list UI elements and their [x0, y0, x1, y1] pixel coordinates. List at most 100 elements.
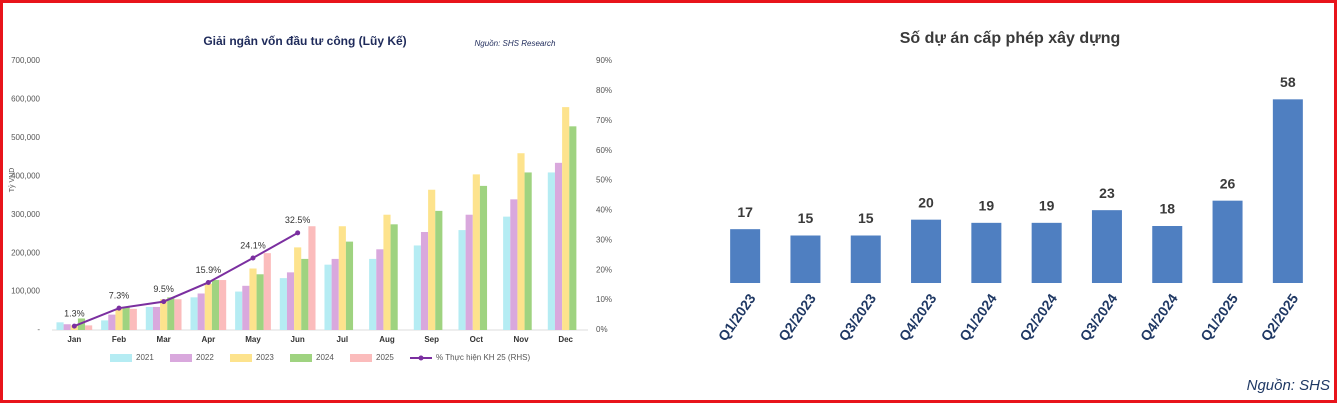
legend-label: 2025	[376, 353, 394, 362]
line-marker	[295, 230, 301, 236]
x-tick-label: Jan	[67, 335, 81, 344]
legend-swatch	[350, 354, 372, 362]
bar	[850, 235, 881, 283]
y-tick-label: 300,000	[11, 210, 40, 219]
chart-title: Giải ngân vốn đầu tư công (Lũy Kế)	[203, 34, 406, 48]
bar	[458, 230, 466, 330]
y-tick-label: 700,000	[11, 56, 40, 65]
bar	[479, 185, 488, 330]
x-tick-label: Feb	[112, 335, 126, 344]
x-tick-label: Apr	[201, 335, 215, 344]
bar	[428, 189, 436, 330]
bar	[1152, 226, 1183, 283]
y2-tick-label: 60%	[596, 146, 612, 155]
bar	[190, 297, 198, 330]
bar	[101, 320, 109, 330]
data-label: 18	[1159, 201, 1175, 217]
bar	[971, 222, 1002, 283]
y2-tick-label: 70%	[596, 116, 612, 125]
bar	[369, 258, 377, 330]
line	[73, 231, 299, 328]
y-tick-label: 400,000	[11, 171, 40, 180]
data-label: 58	[1280, 74, 1296, 90]
x-tick-label: Aug	[379, 335, 395, 344]
legend-label: 2023	[256, 353, 274, 362]
x-tick-label: May	[245, 335, 261, 344]
bar	[547, 172, 555, 330]
source: Nguồn: SHS	[1247, 377, 1330, 394]
data-label: 15	[798, 210, 814, 226]
y2-tick-label: 40%	[596, 206, 612, 215]
bar	[338, 226, 346, 330]
line-marker	[161, 299, 167, 305]
bar	[286, 272, 295, 330]
bar	[249, 268, 257, 330]
bar	[263, 253, 271, 330]
bar	[911, 219, 942, 283]
y2-tick-label: 80%	[596, 86, 612, 95]
x-tick-label: Oct	[470, 335, 484, 344]
line-marker	[71, 323, 77, 329]
data-label: 15.9%	[196, 265, 222, 275]
bar	[197, 293, 205, 330]
bar	[204, 283, 212, 330]
bar	[242, 285, 250, 330]
bar	[129, 308, 137, 330]
data-label: 24.1%	[240, 240, 266, 250]
y-tick-label: 100,000	[11, 287, 40, 296]
data-label: 19	[1039, 198, 1055, 214]
bar	[472, 174, 480, 330]
x-tick-label: Jun	[291, 335, 305, 344]
bar	[1272, 99, 1303, 283]
bar	[345, 241, 354, 330]
bar	[122, 306, 130, 330]
bar	[235, 291, 243, 330]
bar	[331, 258, 339, 330]
bar	[569, 126, 577, 330]
data-label: 7.3%	[109, 291, 130, 301]
x-tick-label: Sep	[424, 335, 439, 344]
bar	[465, 214, 473, 330]
bar	[435, 210, 443, 330]
bar	[1091, 210, 1122, 283]
bar	[294, 247, 302, 330]
bar	[1031, 222, 1062, 283]
data-label: 15	[858, 210, 874, 226]
y2-tick-label: 0%	[596, 325, 608, 334]
x-tick-label: Dec	[558, 335, 573, 344]
data-label: 19	[979, 198, 995, 214]
y-tick-label: 500,000	[11, 133, 40, 142]
line-marker	[116, 305, 122, 311]
bar	[562, 107, 570, 330]
x-tick-label: Nov	[513, 335, 529, 344]
bar	[524, 172, 532, 330]
y2-tick-label: 50%	[596, 176, 612, 185]
bar	[174, 299, 182, 330]
legend-swatch	[418, 355, 424, 361]
bar	[413, 245, 421, 330]
legend-swatch	[170, 354, 192, 362]
legend-swatch	[290, 354, 312, 362]
legend-label: % Thực hiện KH 25 (RHS)	[436, 353, 530, 362]
data-label: 26	[1220, 175, 1236, 191]
bar	[308, 226, 316, 330]
y2-tick-label: 90%	[596, 56, 612, 65]
bar	[56, 322, 64, 330]
bar	[160, 299, 168, 330]
y2-tick-label: 10%	[596, 295, 612, 304]
data-label: 32.5%	[285, 215, 311, 225]
bar	[279, 278, 287, 330]
bar	[115, 308, 123, 330]
bar	[256, 274, 264, 330]
source: Nguồn: SHS Research	[475, 39, 556, 48]
line-marker	[250, 255, 256, 261]
bar	[554, 162, 563, 330]
y2-tick-label: 20%	[596, 265, 612, 274]
bar	[108, 314, 116, 330]
line-marker	[205, 279, 211, 285]
bar	[324, 264, 332, 330]
chart-title: Số dự án cấp phép xây dựng	[900, 30, 1121, 47]
data-label: 17	[737, 204, 753, 220]
